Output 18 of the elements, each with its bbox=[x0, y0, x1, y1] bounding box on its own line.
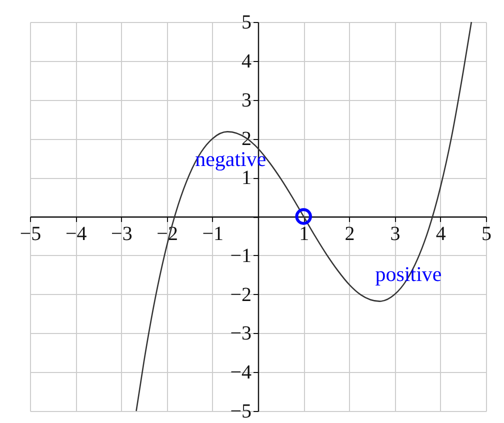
x-tick-label: 5 bbox=[482, 223, 492, 245]
x-tick-label: −3 bbox=[111, 223, 132, 245]
y-tick-label: 4 bbox=[242, 50, 252, 72]
x-tick-label: 3 bbox=[390, 223, 400, 245]
y-tick-label: −2 bbox=[230, 284, 252, 306]
x-tick-label: 1 bbox=[299, 223, 310, 245]
y-tick-label: −3 bbox=[230, 322, 252, 345]
y-tick-label: −1 bbox=[230, 244, 252, 267]
y-tick-label: 3 bbox=[242, 89, 252, 112]
y-tick-label: 5 bbox=[242, 12, 252, 34]
y-tick-label: −4 bbox=[230, 362, 252, 384]
x-tick-label: −4 bbox=[65, 223, 87, 245]
y-tick-label: −5 bbox=[230, 400, 252, 422]
x-tick-label: 2 bbox=[344, 223, 355, 245]
x-tick-label: 4 bbox=[436, 223, 446, 245]
x-tick-label: −5 bbox=[20, 223, 42, 245]
x-tick-label: −1 bbox=[202, 223, 224, 245]
y-tick-label: 1 bbox=[242, 167, 252, 190]
